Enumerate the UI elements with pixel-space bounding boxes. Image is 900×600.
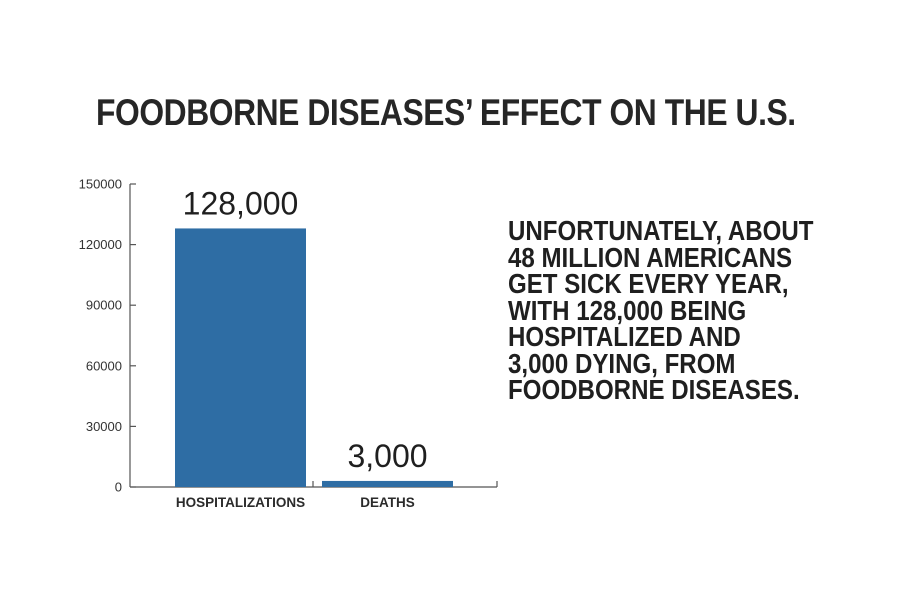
bar-hospitalizations xyxy=(175,228,306,487)
y-tick-label: 90000 xyxy=(86,298,122,313)
y-tick-label: 0 xyxy=(115,480,122,495)
y-tick-label: 150000 xyxy=(79,177,122,192)
data-label: 128,000 xyxy=(183,185,299,221)
y-tick-label: 60000 xyxy=(86,358,122,373)
category-label: HOSPITALIZATIONS xyxy=(176,495,305,510)
y-tick-label: 120000 xyxy=(79,237,122,252)
y-tick-label: 30000 xyxy=(86,419,122,434)
summary-caption: UNFORTUNATELY, ABOUT 48 MILLION AMERICAN… xyxy=(508,215,814,405)
bar-deaths xyxy=(322,480,453,487)
chart-title: FOODBORNE DISEASES’ EFFECT ON THE U.S. xyxy=(96,92,796,133)
data-label: 3,000 xyxy=(347,438,427,474)
category-label: DEATHS xyxy=(360,495,415,510)
